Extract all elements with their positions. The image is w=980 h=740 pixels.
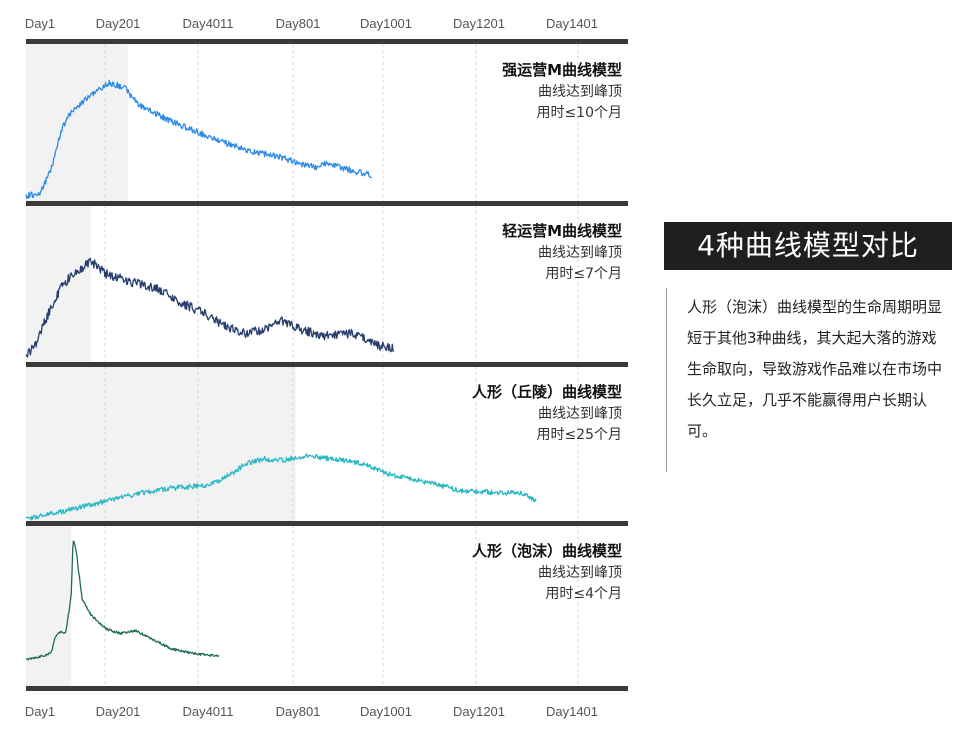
x-tick-label-bottom: Day801 [276, 704, 321, 719]
x-tick-label-top: Day801 [276, 16, 321, 31]
right-panel: 4种曲线模型对比 人形（泡沫）曲线模型的生命周期明显短于其他3种曲线，其大起大落… [664, 222, 964, 472]
curve-model-chart: Day1 Day1 Day201 Day201 Day4011 Day4011 Day801… [25, 16, 628, 719]
x-tick-label-bottom: Day1 [25, 704, 55, 719]
panel-subtitle: 用时≤10个月 [536, 105, 622, 121]
panel-subtitle: 曲线达到峰顶 [538, 565, 622, 581]
panel-separator [26, 686, 628, 691]
x-tick-label-top: Day201 [96, 16, 141, 31]
x-tick-label-bottom: Day4011 [182, 704, 233, 719]
panel-subtitle: 曲线达到峰顶 [538, 84, 622, 100]
x-tick-label-bottom: Day1201 [453, 704, 505, 719]
description-text: 人形（泡沫）曲线模型的生命周期明显短于其他3种曲线，其大起大落的游戏生命取向，导… [687, 298, 943, 440]
panel-title: 轻运营M曲线模型 [502, 222, 622, 240]
series-line-hill [25, 453, 537, 521]
peak-period-shade [26, 44, 128, 201]
panel-title: 人形（泡沫）曲线模型 [472, 542, 622, 560]
description-box: 人形（泡沫）曲线模型的生命周期明显短于其他3种曲线，其大起大落的游戏生命取向，导… [666, 288, 945, 472]
panel-title: 人形（丘陵）曲线模型 [472, 383, 622, 401]
series-line-light [25, 257, 395, 358]
peak-period-shade [26, 525, 72, 686]
series-line-strong [25, 79, 373, 199]
x-tick-label-bottom: Day201 [96, 704, 141, 719]
panel-separator [26, 39, 628, 44]
panel-subtitle: 用时≤7个月 [545, 266, 622, 282]
x-tick-label-top: Day1001 [360, 16, 412, 31]
panel-subtitle: 用时≤25个月 [536, 427, 622, 443]
panel-separator [26, 201, 628, 206]
series-line-foam [25, 540, 220, 661]
x-tick-label-top: Day1 [25, 16, 55, 31]
x-tick-label-top: Day4011 [182, 16, 233, 31]
peak-period-shade [26, 366, 296, 521]
panel-subtitle: 曲线达到峰顶 [538, 245, 622, 261]
x-tick-label-bottom: Day1401 [546, 704, 598, 719]
panel-title: 强运营M曲线模型 [502, 61, 622, 79]
x-tick-label-bottom: Day1001 [360, 704, 412, 719]
x-tick-label-top: Day1401 [546, 16, 598, 31]
x-tick-label-top: Day1201 [453, 16, 505, 31]
main-title: 4种曲线模型对比 [664, 222, 952, 270]
peak-period-shade [26, 205, 92, 362]
panel-separator [26, 362, 628, 367]
panel-separator [26, 521, 628, 526]
panel-subtitle: 曲线达到峰顶 [538, 406, 622, 422]
panel-subtitle: 用时≤4个月 [545, 586, 622, 602]
